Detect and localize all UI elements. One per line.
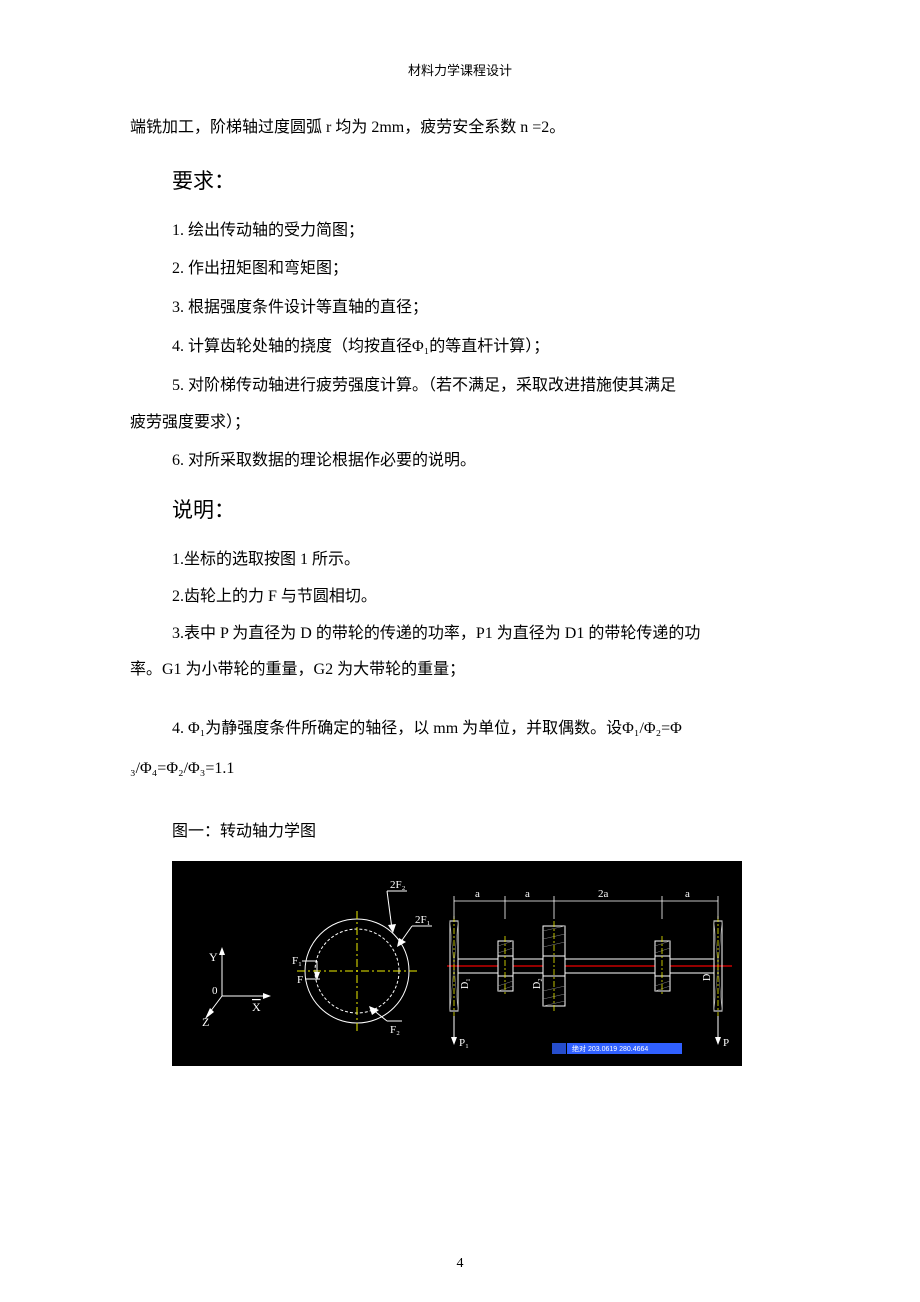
axis-origin-label: 0 <box>212 985 218 997</box>
req-5: 5. 对阶梯传动轴进行疲劳强度计算。（若不满足，采取改进措施使其满足 <box>130 368 790 405</box>
first-line-text: 端铣加工，阶梯轴过度圆弧 r 均为 2mm，疲劳安全系数 n =2。 <box>130 114 790 143</box>
axis-y-label: Y <box>209 950 218 964</box>
label-f: F <box>297 974 303 986</box>
label-2f2: 2F₂ <box>390 879 406 891</box>
label-f2: F₂ <box>390 1024 400 1036</box>
label-2f1: 2F₁ <box>415 914 431 926</box>
req-6: 6. 对所采取数据的理论根据作必要的说明。 <box>130 443 790 480</box>
label-d: D <box>702 974 713 981</box>
page-header: 材料力学课程设计 <box>130 60 790 79</box>
notes-heading: 说明： <box>172 492 790 530</box>
requirements-heading: 要求： <box>172 163 790 201</box>
dim-a3: a <box>685 888 690 900</box>
shaft-assembly: a a 2a a D₁ D₂ D P₁ P <box>447 888 732 1049</box>
gear-circle <box>297 911 417 1031</box>
req-4: 4. 计算齿轮处轴的挠度（均按直径Φ₁的等直杆计算）； <box>130 329 790 366</box>
dim-a1: a <box>475 888 480 900</box>
req-1: 1. 绘出传动轴的受力简图； <box>130 213 790 250</box>
note-3: 3.表中 P 为直径为 D 的带轮的传递的功率，P1 为直径为 D1 的带轮传递… <box>130 616 790 653</box>
label-p1: P₁ <box>459 1037 469 1049</box>
dim-2a: 2a <box>598 888 609 900</box>
label-d1: D₁ <box>460 978 471 989</box>
coord-axes: Y X Z 0 <box>202 947 271 1029</box>
figure-diagram: Y X Z 0 2F₂ 2F₁ <box>172 861 742 1066</box>
label-p: P <box>723 1037 729 1049</box>
note-2: 2.齿轮上的力 F 与节圆相切。 <box>130 579 790 616</box>
status-text: 绝对 203.0619 280.4664 <box>572 1044 648 1053</box>
dim-a2: a <box>525 888 530 900</box>
page-number: 4 <box>0 1256 920 1272</box>
label-d2: D₂ <box>532 978 543 989</box>
note-3-cont: 率。G1 为小带轮的重量，G2 为大带轮的重量； <box>130 652 790 689</box>
req-3: 3. 根据强度条件设计等直轴的直径； <box>130 290 790 327</box>
req-5-cont: 疲劳强度要求）； <box>130 405 790 442</box>
req-2: 2. 作出扭矩图和弯矩图； <box>130 251 790 288</box>
formula-cont: ₃/Φ₄=Φ₂/Φ₃=1.1 <box>130 749 790 789</box>
status-bar: 绝对 203.0619 280.4664 <box>552 1043 682 1054</box>
label-f1: F₁ <box>292 955 302 967</box>
formula-line: 4. Φ₁为静强度条件所确定的轴径，以 mm 为单位，并取偶数。设Φ₁/Φ₂=Φ <box>130 709 790 749</box>
shaft-diagram-svg: Y X Z 0 2F₂ 2F₁ <box>172 861 742 1066</box>
note-1: 1.坐标的选取按图 1 所示。 <box>130 542 790 579</box>
figure-title: 图一：转动轴力学图 <box>130 814 790 851</box>
axis-z-label: Z <box>202 1015 209 1029</box>
axis-x-label: X <box>252 1000 261 1014</box>
